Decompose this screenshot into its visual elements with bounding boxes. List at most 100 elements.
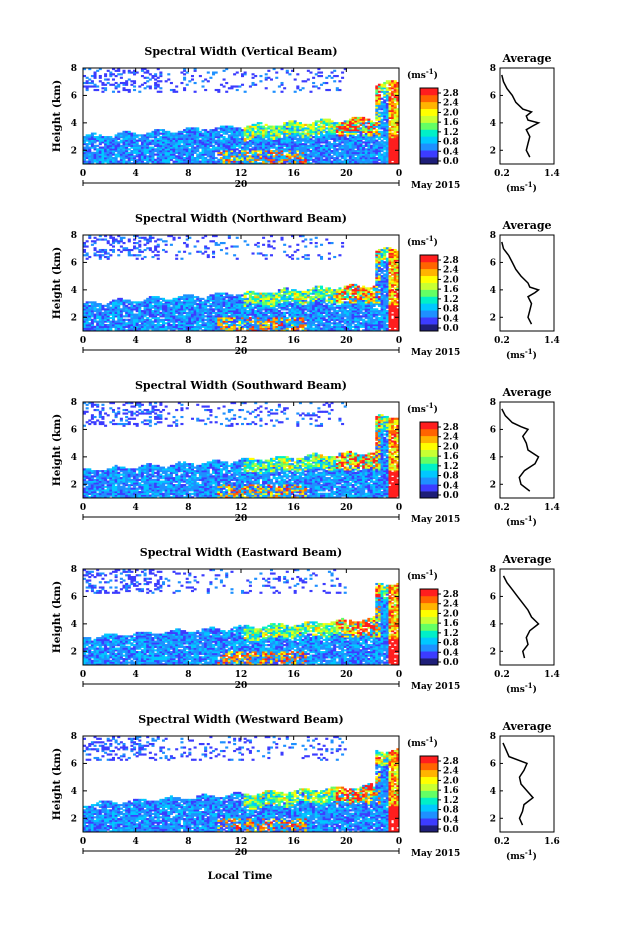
heatmap-cell bbox=[172, 134, 176, 137]
heatmap-cell bbox=[167, 160, 171, 163]
heatmap-cell bbox=[106, 143, 110, 146]
heatmap-cell bbox=[175, 150, 179, 153]
heatmap-cell bbox=[262, 329, 266, 332]
heatmap-cell bbox=[167, 137, 171, 140]
heatmap-cell bbox=[235, 85, 239, 88]
heatmap-cell bbox=[259, 146, 263, 149]
heatmap-cell bbox=[254, 141, 258, 144]
heatmap-cell bbox=[227, 160, 231, 163]
heatmap-cell bbox=[159, 148, 163, 151]
heatmap-cell bbox=[351, 155, 355, 158]
heatmap-cell bbox=[306, 132, 310, 135]
heatmap-cell bbox=[348, 158, 352, 161]
heatmap-cell bbox=[377, 127, 381, 130]
heatmap-cell bbox=[130, 80, 134, 83]
heatmap-cell bbox=[233, 127, 237, 130]
heatmap-cell bbox=[277, 292, 281, 295]
heatmap-cell bbox=[391, 123, 395, 126]
heatmap-cell bbox=[154, 245, 158, 248]
heatmap-cell bbox=[314, 129, 318, 132]
heatmap-cell bbox=[154, 158, 158, 161]
heatmap-cell bbox=[372, 125, 376, 128]
heatmap-cell bbox=[104, 325, 108, 328]
heatmap-cell bbox=[156, 243, 160, 246]
heatmap-cell bbox=[283, 137, 287, 140]
heatmap-cell bbox=[267, 139, 271, 142]
heatmap-cell bbox=[272, 134, 276, 137]
heatmap-cell bbox=[301, 132, 305, 135]
heatmap-cell bbox=[288, 304, 292, 307]
heatmap-cell bbox=[385, 102, 389, 106]
heatmap-cell bbox=[93, 254, 97, 257]
heatmap-cell bbox=[272, 158, 276, 161]
heatmap-cell bbox=[201, 313, 205, 316]
heatmap-cell bbox=[156, 304, 160, 307]
heatmap-cell bbox=[230, 148, 234, 151]
heatmap-cell bbox=[317, 132, 321, 135]
heatmap-cell bbox=[93, 76, 97, 79]
heatmap-cell bbox=[164, 151, 168, 154]
heatmap-cell bbox=[172, 139, 176, 142]
heatmap-cell bbox=[206, 299, 210, 302]
heatmap-cell bbox=[259, 139, 263, 142]
heatmap-cell bbox=[140, 320, 144, 323]
heatmap-cell bbox=[209, 240, 213, 243]
heatmap-cell bbox=[338, 136, 342, 139]
heatmap-cell bbox=[383, 116, 387, 120]
heatmap-cell bbox=[109, 137, 113, 140]
heatmap-cell bbox=[146, 320, 150, 323]
heatmap-cell bbox=[148, 320, 152, 323]
heatmap-cell bbox=[380, 144, 384, 147]
heatmap-cell bbox=[227, 236, 231, 239]
heatmap-cell bbox=[140, 317, 144, 320]
heatmap-cell bbox=[262, 304, 266, 307]
heatmap-cell bbox=[227, 299, 231, 302]
heatmap-cell bbox=[254, 150, 258, 153]
heatmap-cell bbox=[243, 127, 247, 130]
heatmap-cell bbox=[151, 136, 155, 139]
heatmap-cell bbox=[167, 327, 171, 330]
heatmap-cell bbox=[180, 132, 184, 135]
heatmap-cell bbox=[175, 318, 179, 321]
heatmap-cell bbox=[156, 141, 160, 144]
heatmap-cell bbox=[222, 148, 226, 151]
heatmap-cell bbox=[143, 81, 147, 85]
heatmap-cell bbox=[280, 151, 284, 154]
heatmap-cell bbox=[391, 134, 395, 137]
heatmap-cell bbox=[201, 318, 205, 321]
heatmap-cell bbox=[111, 160, 115, 163]
heatmap-cells bbox=[83, 68, 400, 165]
heatmap-cell bbox=[190, 322, 194, 325]
heatmap-cell bbox=[238, 141, 242, 144]
heatmap-cell bbox=[133, 162, 137, 165]
heatmap-cell bbox=[364, 151, 368, 154]
heatmap-cell bbox=[164, 80, 168, 83]
avg-x-label: (ms-1) bbox=[506, 180, 537, 194]
heatmap-cell bbox=[238, 306, 242, 309]
heatmap-cell bbox=[393, 102, 397, 106]
heatmap-cell bbox=[156, 155, 160, 158]
heatmap-cell bbox=[217, 324, 221, 327]
heatmap-cell bbox=[225, 130, 229, 133]
heatmap-cell bbox=[201, 141, 205, 144]
heatmap-cell bbox=[351, 153, 355, 156]
heatmap-cell bbox=[327, 143, 331, 146]
heatmap-cell bbox=[320, 285, 324, 288]
heatmap-cell bbox=[172, 306, 176, 309]
heatmap-cell bbox=[235, 320, 239, 323]
heatmap-cell bbox=[111, 141, 115, 144]
heatmap-cell bbox=[312, 150, 316, 153]
heatmap-cell bbox=[180, 134, 184, 137]
heatmap-cell bbox=[209, 310, 213, 313]
heatmap-cell bbox=[259, 134, 263, 137]
heatmap-cell bbox=[272, 129, 276, 132]
heatmap-cell bbox=[117, 137, 121, 140]
heatmap-cell bbox=[101, 87, 105, 90]
heatmap-cell bbox=[280, 289, 284, 292]
heatmap-cell bbox=[188, 143, 192, 146]
heatmap-cell bbox=[214, 150, 218, 153]
heatmap-cell bbox=[330, 146, 334, 149]
heatmap-cell bbox=[162, 146, 166, 149]
heatmap-cell bbox=[140, 318, 144, 321]
heatmap-cell bbox=[209, 318, 213, 321]
